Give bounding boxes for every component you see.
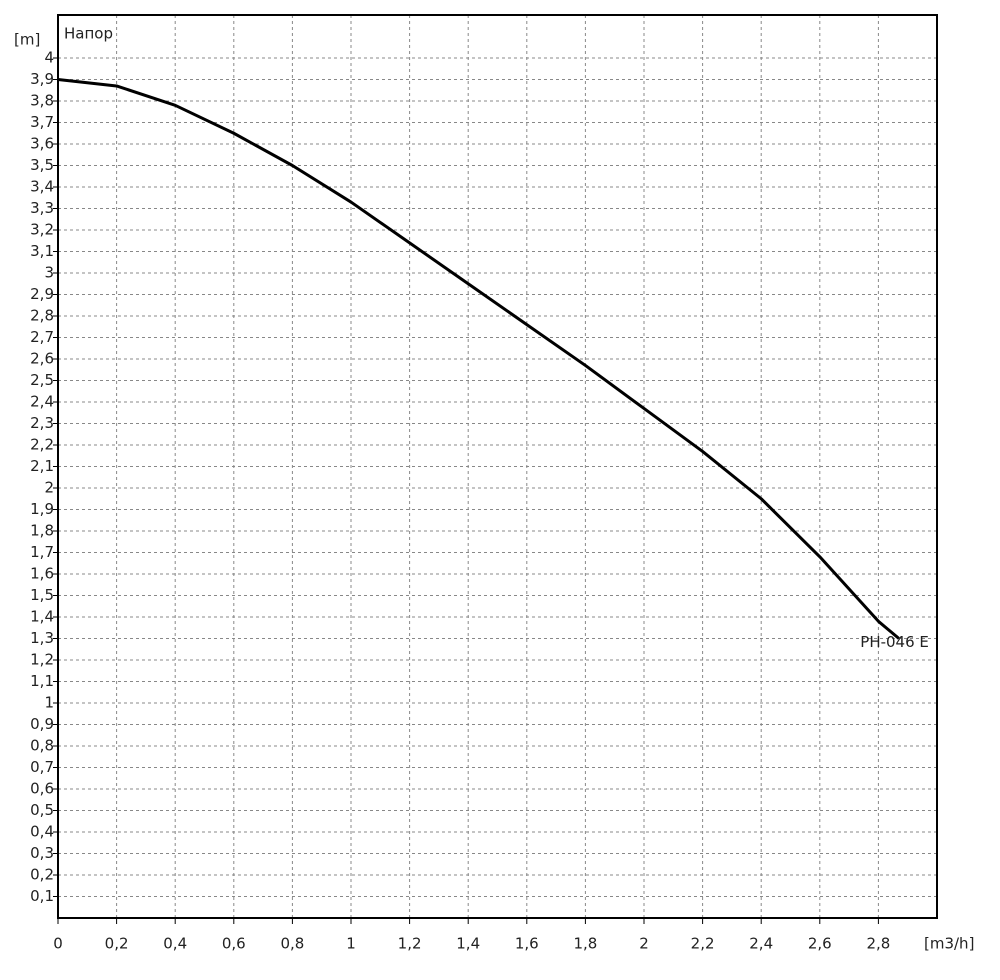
x-tick-label: 1,2 xyxy=(398,935,422,953)
y-tick-label: 0,5 xyxy=(30,801,54,819)
y-tick-label: 3,9 xyxy=(30,70,54,88)
y-tick-label: 3,2 xyxy=(30,221,54,239)
y-tick-label: 1,4 xyxy=(30,608,54,626)
x-tick-label: 2,6 xyxy=(808,935,832,953)
y-tick-label: 2,9 xyxy=(30,285,54,303)
y-tick-label: 0,2 xyxy=(30,866,54,884)
y-tick-label: 1,6 xyxy=(30,565,54,583)
plot-frame xyxy=(57,14,938,919)
y-tick-label: 1,1 xyxy=(30,672,54,690)
y-tick-label: 0,7 xyxy=(30,758,54,776)
x-axis-label: [m3/h] xyxy=(924,935,974,953)
y-tick-label: 3 xyxy=(44,264,54,282)
y-tick-label: 3,7 xyxy=(30,113,54,131)
y-tick-label: 1,5 xyxy=(30,586,54,604)
y-tick-label: 1,3 xyxy=(30,629,54,647)
y-tick-label: 2,1 xyxy=(30,457,54,475)
y-tick-label: 0,9 xyxy=(30,715,54,733)
x-tick-label: 1 xyxy=(346,935,356,953)
y-tick-label: 3,4 xyxy=(30,178,54,196)
y-tick-label: 2,7 xyxy=(30,328,54,346)
x-tick-label: 0,8 xyxy=(280,935,304,953)
y-tick-label: 2,3 xyxy=(30,414,54,432)
y-tick-label: 2,2 xyxy=(30,436,54,454)
y-tick-label: 2 xyxy=(44,479,54,497)
x-tick-label: 1,8 xyxy=(573,935,597,953)
y-tick-label: 1 xyxy=(44,694,54,712)
y-tick-label: 3,5 xyxy=(30,156,54,174)
y-axis-label: [m] xyxy=(14,31,40,49)
y-tick-label: 3,8 xyxy=(30,92,54,110)
y-tick-label: 2,6 xyxy=(30,350,54,368)
series-label: PH-046 E xyxy=(860,633,929,651)
x-tick-label: 2,8 xyxy=(866,935,890,953)
y-tick-label: 4 xyxy=(44,49,54,67)
y-tick-label: 0,1 xyxy=(30,887,54,905)
y-tick-label: 1,2 xyxy=(30,651,54,669)
x-tick-label: 2,4 xyxy=(749,935,773,953)
line-series xyxy=(57,78,900,640)
y-tick-label: 1,8 xyxy=(30,522,54,540)
y-tick-label: 2,8 xyxy=(30,307,54,325)
x-tick-label: 0 xyxy=(53,935,63,953)
y-tick-label: 0,8 xyxy=(30,737,54,755)
x-tick-label: 0,2 xyxy=(105,935,129,953)
x-tick-label: 0,6 xyxy=(222,935,246,953)
y-tick-label: 1,9 xyxy=(30,500,54,518)
y-tick-label: 3,1 xyxy=(30,242,54,260)
y-tick-label: 0,4 xyxy=(30,823,54,841)
x-tick-label: 2,2 xyxy=(691,935,715,953)
y-tick-label: 3,3 xyxy=(30,199,54,217)
x-tick-label: 2 xyxy=(639,935,649,953)
y-tick-label: 2,4 xyxy=(30,393,54,411)
x-tick-label: 0,4 xyxy=(163,935,187,953)
y-tick-label: 0,6 xyxy=(30,780,54,798)
chart-title: Напор xyxy=(64,25,113,43)
x-tick-label: 1,4 xyxy=(456,935,480,953)
y-tick-label: 1,7 xyxy=(30,543,54,561)
y-tick-label: 0,3 xyxy=(30,844,54,862)
x-tick-label: 1,6 xyxy=(515,935,539,953)
y-tick-label: 3,6 xyxy=(30,135,54,153)
y-tick-label: 2,5 xyxy=(30,371,54,389)
